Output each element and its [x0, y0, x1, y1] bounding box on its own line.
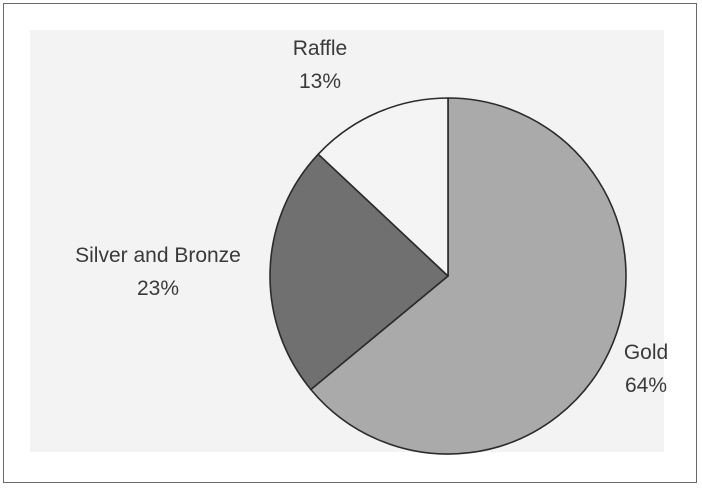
pie-slice-gold: [310, 97, 627, 455]
pie-slice-silver-and-bronze: [269, 153, 449, 391]
slice-label-gold: Gold: [624, 341, 668, 364]
pie-slices: [269, 97, 627, 455]
slice-percent-raffle: 13%: [299, 70, 341, 93]
pie-slice-raffle: [317, 97, 449, 277]
slice-percent-silver-and-bronze: 23%: [137, 277, 179, 300]
slice-percent-gold: 64%: [625, 374, 667, 397]
slice-label-raffle: Raffle: [293, 37, 347, 60]
slice-label-silver-and-bronze: Silver and Bronze: [75, 244, 241, 267]
